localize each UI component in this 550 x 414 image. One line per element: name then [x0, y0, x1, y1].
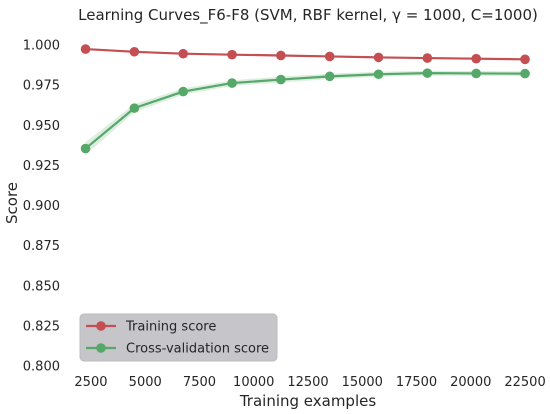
series-1-point [471, 68, 482, 79]
plot-area [66, 29, 550, 366]
y-tick-label: 0.800 [23, 360, 60, 375]
series-1-point [324, 71, 335, 82]
legend-marker-1 [96, 343, 106, 353]
series-0-point [178, 48, 189, 59]
series-0-point [373, 52, 384, 63]
series-1-point [129, 103, 140, 113]
series-1-point [520, 68, 530, 79]
series-0-point [129, 46, 140, 57]
series-0-point [80, 44, 91, 54]
x-axis-ticks: 2500 5000 7500 10000 12500 15000 17500 20000 225… [74, 375, 545, 390]
series-1-line [84, 72, 526, 150]
x-tick-label: 15000 [342, 375, 383, 390]
series-0-point [422, 53, 433, 63]
y-tick-label: 0.850 [23, 279, 60, 294]
series-0-point [324, 51, 335, 62]
y-tick-label: 0.875 [23, 239, 60, 254]
chart-title: Learning Curves_F6-F8 (SVM, RBF kernel, … [78, 6, 538, 25]
y-axis-label: Score [3, 182, 21, 224]
series-1-point [276, 74, 286, 85]
legend: Training score Cross-validation score [79, 313, 278, 362]
y-axis-ticks: 0.800 0.825 0.850 0.875 0.900 0.925 0.950 0.975… [23, 39, 60, 375]
legend-label-0: Training score [125, 320, 216, 335]
series-1-band [85, 70, 526, 155]
series-1-point [178, 86, 189, 97]
series-1-point [227, 78, 237, 88]
x-tick-label: 2500 [74, 375, 107, 390]
x-tick-label: 22500 [504, 375, 545, 390]
y-tick-label: 0.925 [23, 159, 60, 174]
series-0-point [276, 50, 286, 61]
plot-background [66, 29, 550, 366]
series-0-point [471, 53, 482, 64]
series-0-point [520, 54, 530, 65]
x-tick-label: 20000 [450, 375, 491, 390]
x-tick-label: 7500 [183, 375, 216, 390]
legend-box [79, 313, 278, 362]
x-tick-label: 17500 [396, 375, 437, 390]
series-0-line [85, 47, 526, 61]
legend-marker-0 [96, 321, 106, 331]
x-axis-label: Training examples [239, 392, 377, 410]
y-tick-label: 0.975 [23, 79, 60, 94]
x-tick-label: 12500 [287, 375, 328, 390]
x-tick-label: 10000 [233, 375, 274, 390]
y-tick-label: 0.950 [23, 119, 60, 134]
y-tick-label: 0.825 [23, 319, 60, 334]
y-tick-label: 0.900 [23, 199, 60, 214]
y-tick-label: 1.000 [23, 39, 60, 54]
series-1-point [80, 143, 91, 154]
series-1-point [373, 69, 384, 80]
series-0-point [227, 49, 237, 60]
x-tick-label: 5000 [129, 375, 162, 390]
legend-label-1: Cross-validation score [126, 342, 269, 357]
series-1-point [422, 68, 433, 78]
